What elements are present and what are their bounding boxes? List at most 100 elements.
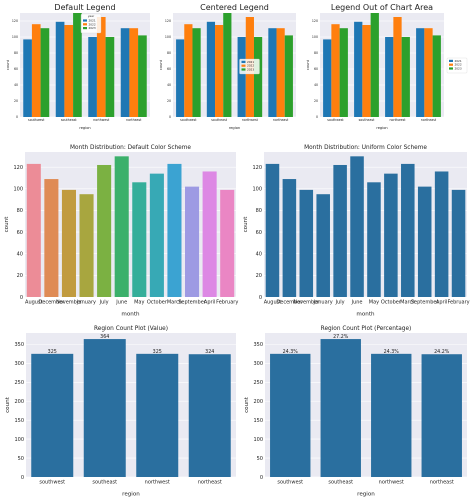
bar-2023-northwest (253, 37, 263, 117)
bar-February (220, 189, 235, 297)
y-tick-label: 120 (252, 165, 262, 171)
bar-August (265, 163, 280, 297)
y-tick-label: 60 (314, 67, 318, 71)
y-axis-label: count (6, 59, 10, 70)
x-tick-label: March (400, 300, 415, 306)
legend-swatch-2021 (241, 60, 246, 63)
y-tick-label: 80 (256, 208, 262, 214)
y-tick-label: 60 (167, 67, 171, 71)
y-tick-label: 40 (14, 83, 18, 87)
x-tick-label: April (204, 300, 215, 306)
x-axis-label: region (79, 126, 90, 130)
x-tick-label: January (76, 300, 96, 306)
x-tick-label: northwest (145, 480, 170, 486)
y-tick-label: 0 (21, 475, 24, 481)
chart-panel-region_value: 0 50 100 150 200 250 300 350 Region Count Plot (… (5, 326, 236, 498)
legend-swatch-2023 (449, 67, 453, 70)
y-tick-label: 60 (256, 230, 262, 236)
data-label: 24.3% (384, 349, 400, 355)
bar-January (316, 194, 330, 297)
bar-January (79, 194, 94, 297)
bar-March (167, 163, 182, 297)
y-tick-label: 20 (256, 273, 262, 279)
x-tick-label: September (411, 300, 440, 306)
bar-2022-southwest (184, 24, 193, 118)
data-label: 325 (48, 349, 57, 355)
y-tick-label: 100 (13, 187, 23, 193)
chart-panel-month_uniform: 0 20 40 60 80 100 120 Month Distribution: Unifo… (243, 145, 470, 318)
y-tick-label: 250 (14, 380, 24, 386)
y-tick-label: 0 (20, 295, 23, 301)
bar-2023-northeast (138, 35, 147, 117)
legend-label: 2022 (89, 22, 96, 26)
bar-December (282, 179, 297, 297)
x-tick-label: August (25, 300, 43, 306)
y-tick-label: 150 (14, 418, 24, 424)
legend-label: 2022 (247, 64, 254, 68)
x-tick-label: northeast (430, 480, 454, 486)
x-tick-label: northwest (379, 480, 404, 486)
y-tick-label: 20 (167, 99, 171, 103)
chart-title: Centered Legend (200, 3, 269, 12)
bar-southwest (31, 353, 74, 477)
legend-label: 2021 (455, 59, 462, 63)
x-tick-label: October (381, 300, 402, 306)
bar-February (451, 189, 466, 297)
chart-panel-legend_default: 0 20 40 60 80 100 120 Default Legend region count… (6, 3, 150, 130)
y-tick-label: 80 (314, 51, 318, 55)
x-tick-label: January (313, 300, 333, 306)
bar-May (132, 182, 147, 297)
bar-northwest (136, 353, 179, 477)
bar-2022-northeast (129, 28, 139, 118)
y-axis-label: count (244, 396, 250, 413)
chart-panel-region_percentage: 0 50 100 150 200 250 300 350 Region Count Plot (… (244, 326, 467, 498)
bar-June (350, 156, 364, 297)
legend-swatch-2022 (83, 23, 87, 26)
x-tick-label: September (178, 300, 207, 306)
bar-2021-southwest (323, 39, 332, 117)
y-tick-label: 350 (14, 342, 24, 348)
x-tick-label: southwest (39, 480, 65, 486)
x-tick-label: July (99, 300, 109, 306)
x-tick-label: May (134, 300, 144, 306)
x-tick-label: northwest (93, 118, 110, 122)
bar-2023-southeast (223, 13, 232, 117)
data-label: 24.3% (283, 349, 299, 355)
x-tick-label: southwest (180, 118, 197, 122)
y-axis-label: count (306, 59, 310, 70)
bar-2021-southwest (23, 39, 32, 117)
bar-March (401, 163, 415, 297)
bar-2021-southeast (354, 21, 363, 117)
y-tick-label: 0 (16, 115, 18, 119)
bar-2023-northwest (105, 37, 115, 117)
y-tick-label: 60 (17, 230, 23, 236)
y-tick-label: 40 (314, 83, 318, 87)
bar-2021-southeast (206, 21, 216, 117)
bar-2021-northeast (416, 28, 425, 118)
bar-2021-northwest (385, 37, 394, 117)
y-tick-label: 20 (314, 99, 318, 103)
y-tick-label: 120 (13, 165, 23, 171)
bar-2023-northeast (432, 35, 441, 117)
x-tick-label: southwest (327, 118, 344, 122)
bar-2023-northeast (284, 35, 293, 117)
data-label: 324 (205, 349, 214, 355)
y-tick-label: 60 (14, 67, 18, 71)
y-tick-label: 300 (253, 361, 263, 367)
y-axis-label: count (4, 216, 10, 233)
y-tick-label: 20 (17, 273, 23, 279)
x-tick-label: southwest (28, 118, 45, 122)
chart-title: Region Count Plot (Percentage) (321, 326, 412, 332)
x-tick-label: April (436, 300, 447, 306)
bar-2023-southwest (339, 28, 348, 118)
x-axis-label: region (122, 492, 140, 498)
x-tick-label: May (369, 300, 379, 306)
x-tick-label: June (351, 300, 363, 306)
x-tick-label: July (335, 300, 345, 306)
chart-panel-month_default: 0 20 40 60 80 100 120 Month Distribution: Defau… (4, 145, 238, 318)
bar-2023-southwest (192, 28, 201, 118)
bar-2022-northwest (96, 17, 106, 117)
y-tick-label: 100 (252, 187, 262, 193)
bar-southwest (270, 353, 311, 477)
